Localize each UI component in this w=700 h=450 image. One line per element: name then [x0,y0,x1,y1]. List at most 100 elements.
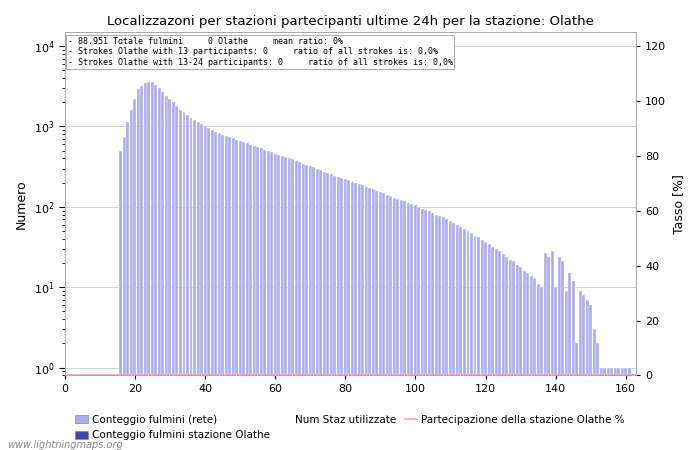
Bar [221,135,224,450]
Bar [176,106,178,450]
Bar [130,110,133,450]
Bar [442,217,445,450]
Bar [424,210,428,450]
Bar [288,158,290,450]
Bar [165,96,168,450]
Bar [249,144,252,450]
Bar [151,82,154,450]
Bar [586,300,589,450]
Bar [491,247,494,450]
Y-axis label: Numero: Numero [15,179,28,229]
Bar [421,209,424,450]
Bar [621,368,624,450]
Bar [607,368,610,450]
Bar [277,155,280,450]
Bar [544,252,547,450]
Bar [144,83,147,450]
Bar [207,128,210,450]
Bar [358,184,360,450]
Bar [141,86,144,450]
Bar [137,89,140,450]
Title: Localizzazoni per stazioni partecipanti ultime 24h per la stazione: Olathe: Localizzazoni per stazioni partecipanti … [107,15,594,28]
Bar [540,287,543,450]
Bar [389,196,392,450]
Bar [316,169,318,450]
Bar [312,167,315,450]
Bar [319,170,322,450]
Bar [379,192,382,450]
Bar [302,164,304,450]
Bar [186,115,189,450]
Bar [470,233,473,450]
Bar [263,150,266,450]
Bar [253,146,256,450]
Bar [614,368,617,450]
Bar [305,165,308,450]
Bar [228,137,231,450]
Bar [596,343,599,450]
Bar [526,273,529,450]
Bar [523,271,526,450]
Bar [400,200,403,450]
Text: www.lightningmaps.org: www.lightningmaps.org [7,440,122,450]
Bar [291,159,294,450]
Bar [410,204,414,450]
Bar [624,368,627,450]
Bar [267,151,270,450]
Bar [466,231,470,450]
Bar [628,368,631,450]
Bar [463,229,466,450]
Bar [281,156,284,450]
Bar [365,187,368,450]
Bar [558,256,561,450]
Bar [323,171,326,450]
Bar [179,110,182,450]
Bar [495,249,498,450]
Bar [256,147,259,450]
Bar [600,368,603,450]
Bar [193,120,196,450]
Bar [554,287,557,450]
Bar [386,195,389,450]
Bar [200,124,203,450]
Bar [340,178,343,450]
Bar [351,182,354,450]
Bar [459,227,463,450]
Bar [530,275,533,450]
Bar [438,216,442,450]
Bar [617,368,620,450]
Bar [344,179,346,450]
Bar [561,261,564,450]
Bar [449,221,452,450]
Bar [246,144,248,450]
Bar [428,212,431,450]
Bar [431,213,435,450]
Bar [211,130,214,450]
Bar [190,118,193,450]
Bar [582,295,585,450]
Bar [407,203,410,450]
Bar [435,215,438,450]
Bar [127,122,130,450]
Bar [487,243,491,450]
Bar [158,88,161,450]
Text: - 88.951 Totale fulmini     0 Olathe     mean ratio: 0%
- Strokes Olathe with 13: - 88.951 Totale fulmini 0 Olathe mean ra… [68,37,453,67]
Bar [589,305,592,450]
Bar [403,202,407,450]
Bar [298,162,301,450]
Bar [509,260,512,450]
Bar [169,99,172,450]
Bar [579,291,582,450]
Bar [197,122,199,450]
Bar [512,261,515,450]
Bar [148,82,150,450]
Bar [361,185,364,450]
Bar [498,252,501,450]
Bar [414,205,417,450]
Bar [505,256,508,450]
Bar [274,153,276,450]
Bar [372,189,375,450]
Bar [473,235,477,450]
Bar [354,183,357,450]
Bar [477,237,480,450]
